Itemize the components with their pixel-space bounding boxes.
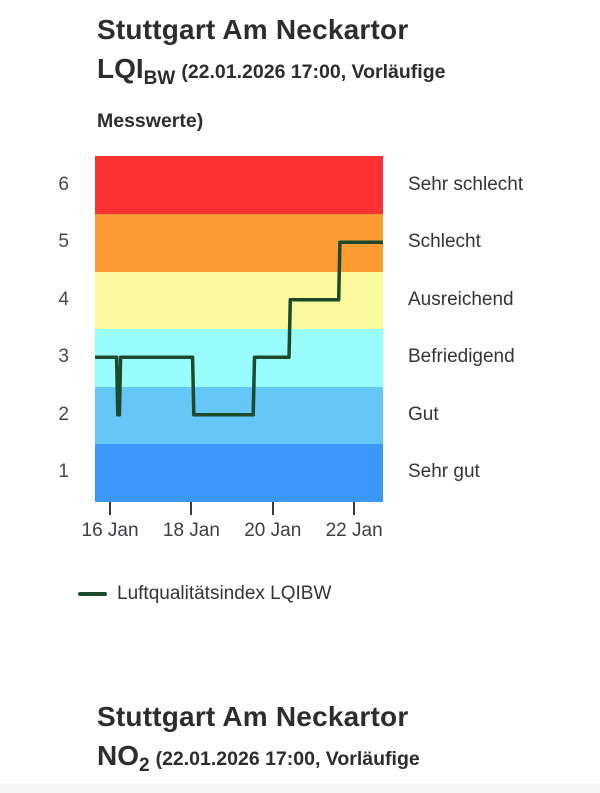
band-label-5: Schlecht xyxy=(408,231,481,253)
x-tick-label-22-Jan: 22 Jan xyxy=(325,520,383,541)
band-schlecht xyxy=(95,213,383,272)
band-label-6: Sehr schlecht xyxy=(408,173,524,195)
y-tick-label-3: 3 xyxy=(58,346,69,368)
legend-item-lqibw[interactable]: Luftqualitätsindex LQIBW xyxy=(78,582,331,606)
x-tick-20-Jan xyxy=(271,502,274,515)
band-label-4: Ausreichend xyxy=(408,288,514,310)
y-tick-label-5: 5 xyxy=(58,231,69,253)
y-tick-label-6: 6 xyxy=(58,173,69,195)
next-chart-top-strip xyxy=(0,783,600,793)
x-tick-label-20-Jan: 20 Jan xyxy=(244,520,302,541)
timestamp-subtitle-wrap: Messwerte) xyxy=(97,110,204,132)
x-tick-label-16-Jan: 16 Jan xyxy=(81,520,139,541)
metric-name: LQI xyxy=(97,53,144,84)
lqi-step-line xyxy=(95,240,383,417)
timestamp-subtitle: (22.01.2026 17:00, Vorläufige xyxy=(181,61,446,83)
x-tick-16-Jan xyxy=(109,502,112,515)
no2-chart-header: Stuttgart Am Neckartor NO2 (22.01.2026 17… xyxy=(97,701,567,783)
station-title: Stuttgart Am Neckartor xyxy=(97,14,409,45)
x-tick-22-Jan xyxy=(353,502,356,515)
metric-title-line: LQIBW (22.01.2026 17:00, Vorläufige xyxy=(97,52,567,96)
metric-subscript: BW xyxy=(143,68,176,89)
x-axis-ticks xyxy=(95,501,383,515)
y-tick-label-1: 1 xyxy=(58,461,69,483)
band-label-3: Befriedigend xyxy=(408,346,515,368)
x-tick-18-Jan xyxy=(190,502,193,515)
metric-subscript: 2 xyxy=(139,755,150,776)
band-label-1: Sehr gut xyxy=(408,461,480,483)
y-tick-label-2: 2 xyxy=(58,403,69,425)
y-axis-labels: 6 5 4 3 2 1 xyxy=(0,156,69,501)
lqi-chart-header: Stuttgart Am Neckartor LQIBW (22.01.2026 … xyxy=(97,14,567,133)
y-tick-label-4: 4 xyxy=(58,288,69,310)
station-title: Stuttgart Am Neckartor xyxy=(97,701,409,732)
metric-name: NO xyxy=(97,740,139,771)
lqi-plot-area xyxy=(95,156,383,502)
band-label-2: Gut xyxy=(408,403,439,425)
x-axis-labels: 16 Jan 18 Jan 20 Jan 22 Jan xyxy=(82,519,383,545)
legend-label: Luftqualitätsindex LQIBW xyxy=(117,583,332,604)
timestamp-subtitle: (22.01.2026 17:00, Vorläufige xyxy=(155,748,420,770)
band-category-labels: Sehr schlecht Schlecht Ausreichend Befriedi… xyxy=(408,156,588,501)
band-sehr-schlecht xyxy=(95,156,383,214)
legend-line-swatch xyxy=(78,592,107,596)
band-sehr-gut xyxy=(95,443,383,502)
metric-title-line: NO2 (22.01.2026 17:00, Vorläufige xyxy=(97,739,567,783)
x-tick-label-18-Jan: 18 Jan xyxy=(162,520,220,541)
